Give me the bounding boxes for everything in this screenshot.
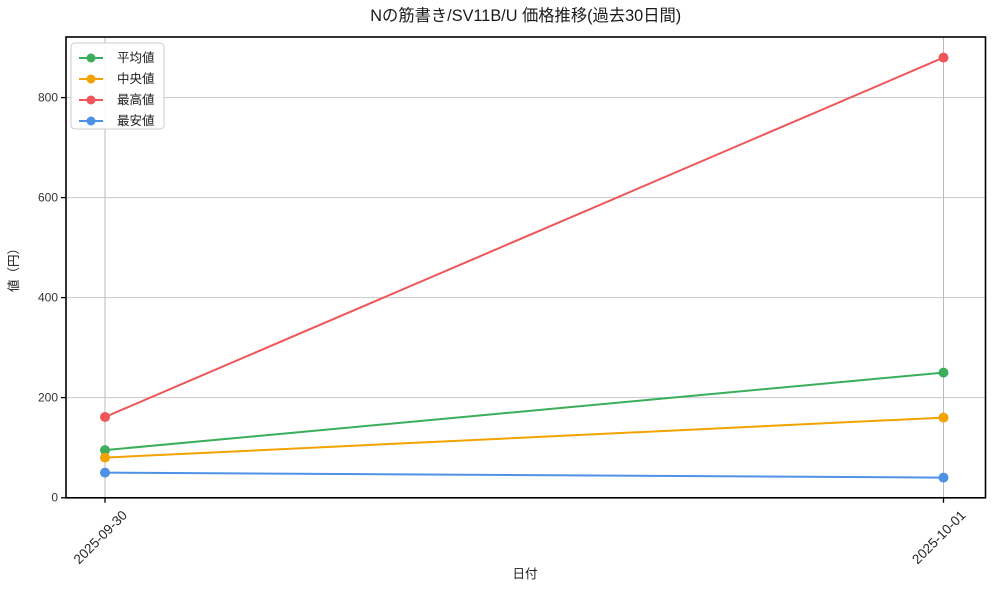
svg-text:中央値: 中央値: [117, 71, 155, 86]
svg-text:0: 0: [51, 491, 58, 505]
svg-text:平均値: 平均値: [117, 50, 155, 65]
svg-text:最安値: 最安値: [117, 113, 155, 128]
svg-text:値（円）: 値（円）: [6, 242, 21, 292]
svg-text:400: 400: [38, 291, 58, 305]
svg-text:最高値: 最高値: [117, 92, 155, 107]
svg-text:200: 200: [38, 391, 58, 405]
svg-text:日付: 日付: [512, 567, 537, 581]
svg-text:800: 800: [38, 91, 58, 105]
svg-text:Nの筋書き/SV11B/U 価格推移(過去30日間): Nの筋書き/SV11B/U 価格推移(過去30日間): [370, 7, 681, 25]
svg-text:600: 600: [38, 191, 58, 205]
